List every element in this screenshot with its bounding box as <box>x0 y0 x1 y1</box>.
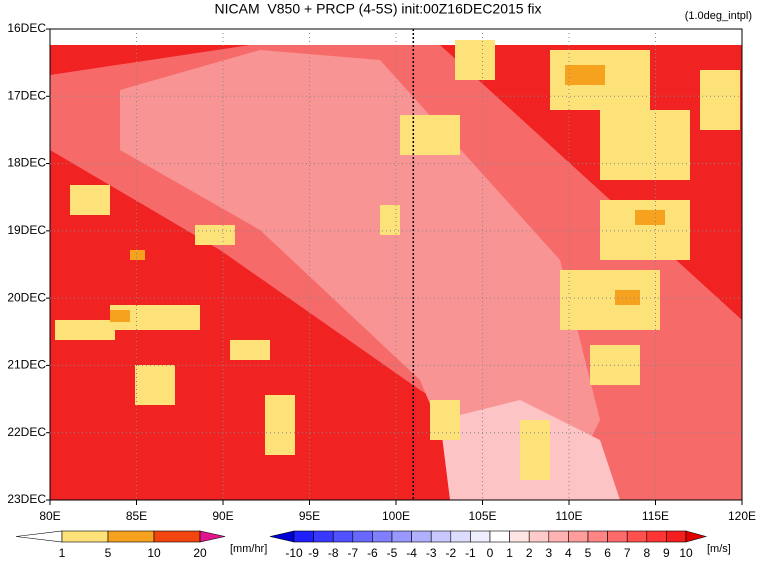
chart-title: NICAM V850 + PRCP (4-5S) init:00Z16DEC20… <box>215 1 542 17</box>
chart-subtitle: (1.0deg_intpl) <box>685 10 752 22</box>
colorbar-label: 8 <box>643 546 650 560</box>
x-tick-label: 80E <box>39 509 60 523</box>
colorbar-segment <box>607 530 628 543</box>
y-tick-label: 23DEC <box>7 492 46 506</box>
colorbar-segment <box>568 530 589 543</box>
colorbar-segment <box>352 530 373 543</box>
colorbar-label: -3 <box>426 546 437 560</box>
colorbar-label: -5 <box>387 546 398 560</box>
colorbar-segment <box>666 530 687 543</box>
colorbar-segment <box>61 530 109 543</box>
colorbar-label: 7 <box>624 546 631 560</box>
colorbar-segment <box>470 530 491 543</box>
colorbar-label: 5 <box>585 546 592 560</box>
x-tick-label: 100E <box>382 509 410 523</box>
colorbar-label: -1 <box>465 546 476 560</box>
colorbar-label: 4 <box>565 546 572 560</box>
colorbar-labels: [mm/hr] [m/s] <box>230 543 731 555</box>
colorbar-label: -9 <box>308 546 319 560</box>
colorbar-label: 2 <box>526 546 533 560</box>
colorbar-segment <box>107 530 155 543</box>
x-tick-label: 110E <box>555 509 582 523</box>
colorbar-segment <box>489 530 510 543</box>
x-tick-label: 85E <box>126 509 147 523</box>
x-tick-label: 95E <box>299 509 320 523</box>
field <box>50 40 742 500</box>
colorbar-segment <box>411 530 432 543</box>
colorbar-label: -7 <box>347 546 358 560</box>
x-tick-label: 90E <box>212 509 233 523</box>
colorbar-label: 20 <box>193 546 207 560</box>
colorbar-under <box>269 530 295 543</box>
rain-patches <box>55 40 740 480</box>
colorbar-segment <box>313 530 334 543</box>
colorbar-segment <box>587 530 608 543</box>
colorbar-label: 9 <box>663 546 670 560</box>
wind-unit: [m/s] <box>707 543 731 555</box>
colorbar-segment <box>391 530 412 543</box>
x-tick-label: 105E <box>468 509 496 523</box>
colorbar-segment <box>646 530 667 543</box>
colorbar-label: 10 <box>679 546 693 560</box>
y-tick-label: 18DEC <box>7 156 46 170</box>
colorbar-label: -4 <box>406 546 417 560</box>
colorbar-over <box>685 530 708 543</box>
colorbar-label: -8 <box>328 546 339 560</box>
colorbar-under <box>15 530 63 543</box>
colorbar-segment <box>509 530 530 543</box>
colorbar-label: 1 <box>59 546 66 560</box>
x-tick-label: 120E <box>728 509 756 523</box>
colorbar-label: 6 <box>604 546 611 560</box>
colorbar-segment <box>153 530 201 543</box>
precip-unit: [mm/hr] <box>230 543 267 555</box>
colorbar-segment <box>430 530 452 543</box>
colorbar-label: 3 <box>545 546 552 560</box>
y-tick-label: 16DEC <box>7 21 46 35</box>
colorbar-segment <box>372 530 393 543</box>
colorbar-label: -10 <box>285 546 303 560</box>
colorbar-label: -6 <box>367 546 378 560</box>
x-tick-label: 115E <box>642 509 669 523</box>
colorbar-label: 0 <box>487 546 494 560</box>
colorbar-label: 10 <box>147 546 161 560</box>
y-tick-label: 20DEC <box>7 290 46 304</box>
colorbar-segment <box>450 530 471 543</box>
colorbar-over <box>199 530 226 543</box>
colorbar-label: 5 <box>105 546 112 560</box>
colorbar-label: -2 <box>445 546 456 560</box>
field-weak-core <box>120 50 600 500</box>
colorbar-segment <box>548 530 569 543</box>
y-tick-label: 21DEC <box>7 358 46 372</box>
heavy-rain-patches <box>110 65 665 322</box>
y-tick-label: 17DEC <box>7 88 46 102</box>
colorbar-segment <box>626 530 648 543</box>
colorbar-segment <box>293 530 314 543</box>
y-tick-label: 19DEC <box>7 223 46 237</box>
y-tick-label: 22DEC <box>7 425 46 439</box>
colorbar-label: 1 <box>506 546 513 560</box>
colorbar-segment <box>528 530 550 543</box>
colorbar-segment <box>332 530 354 543</box>
